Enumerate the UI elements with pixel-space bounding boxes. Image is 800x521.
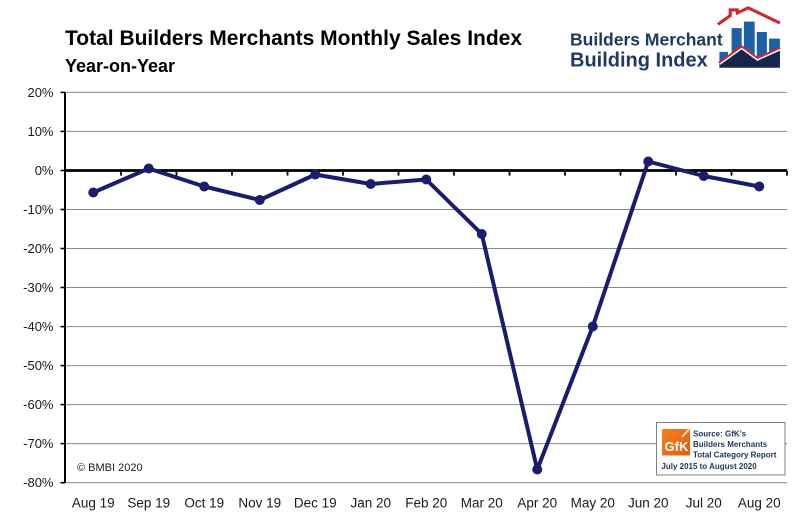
svg-text:-80%: -80% xyxy=(23,475,54,490)
svg-text:Building Index: Building Index xyxy=(570,50,708,72)
svg-text:GfK: GfK xyxy=(665,439,689,454)
svg-text:Source: GfK’s: Source: GfK’s xyxy=(693,429,747,438)
svg-text:May 20: May 20 xyxy=(571,496,615,511)
svg-text:© BMBI 2020: © BMBI 2020 xyxy=(77,462,143,474)
svg-text:Builders Merchant: Builders Merchant xyxy=(570,30,723,50)
svg-text:Feb 20: Feb 20 xyxy=(405,496,447,511)
svg-text:-10%: -10% xyxy=(23,202,54,217)
svg-text:-70%: -70% xyxy=(23,436,54,451)
svg-text:-40%: -40% xyxy=(23,319,54,334)
svg-text:Year-on-Year: Year-on-Year xyxy=(65,56,175,76)
svg-text:20%: 20% xyxy=(27,85,53,100)
svg-text:Oct 19: Oct 19 xyxy=(184,496,224,511)
svg-text:Total Builders Merchants Month: Total Builders Merchants Monthly Sales I… xyxy=(65,27,522,50)
svg-text:0%: 0% xyxy=(35,163,54,178)
svg-text:Apr 20: Apr 20 xyxy=(517,496,557,511)
svg-text:-30%: -30% xyxy=(23,280,54,295)
svg-text:Jun 20: Jun 20 xyxy=(628,496,669,511)
svg-text:Aug 19: Aug 19 xyxy=(72,496,115,511)
svg-text:Jan 20: Jan 20 xyxy=(350,496,391,511)
svg-text:Mar 20: Mar 20 xyxy=(461,496,503,511)
svg-text:10%: 10% xyxy=(27,124,53,139)
svg-text:Total Category Report: Total Category Report xyxy=(693,450,777,459)
svg-text:-60%: -60% xyxy=(23,397,54,412)
svg-text:Dec 19: Dec 19 xyxy=(294,496,337,511)
svg-text:Jul 20: Jul 20 xyxy=(686,496,722,511)
svg-text:Sep 19: Sep 19 xyxy=(127,496,170,511)
svg-text:July 2015 to August 2020: July 2015 to August 2020 xyxy=(661,462,757,471)
svg-text:Aug 20: Aug 20 xyxy=(738,496,781,511)
svg-text:Nov 19: Nov 19 xyxy=(238,496,281,511)
svg-text:-20%: -20% xyxy=(23,241,54,256)
svg-text:-50%: -50% xyxy=(23,358,54,373)
svg-text:Builders Merchants: Builders Merchants xyxy=(693,440,768,449)
